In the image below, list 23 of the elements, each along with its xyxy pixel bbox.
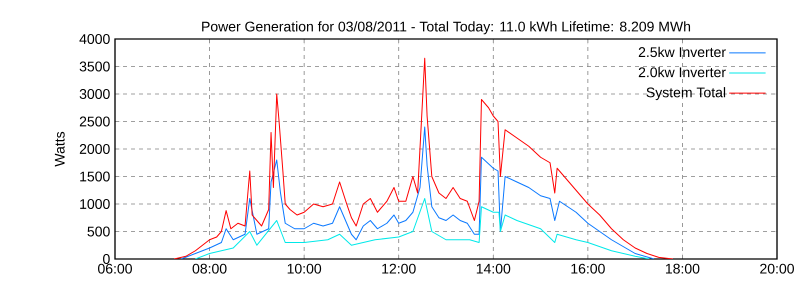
x-tick-label: 14:00 (476, 264, 510, 274)
chart-title: Power Generation for 03/08/2011 - Total Today: 11.0 kWh Lifetime: 8.209 MWh (202, 21, 690, 34)
x-tick-label: 18:00 (666, 264, 700, 274)
x-tick-label: 12:00 (382, 264, 416, 274)
y-tick-label: 500 (87, 226, 110, 236)
y-tick-label: 3000 (80, 89, 110, 99)
y-tick-label: 1500 (80, 172, 110, 182)
x-tick-label: 10:00 (288, 264, 322, 274)
x-tick-label: 20:00 (760, 264, 794, 274)
legend-label: System Total (646, 87, 726, 100)
y-tick-label: 2000 (80, 144, 110, 154)
x-tick-label: 16:00 (571, 264, 605, 274)
y-tick-label: 1000 (80, 199, 110, 209)
line-series (180, 126, 655, 259)
y-tick-label: 4000 (79, 34, 110, 44)
y-tick-label: 2500 (80, 116, 110, 126)
x-tick-label: 08:00 (192, 264, 227, 274)
x-tick-label: 06:00 (98, 264, 132, 274)
y-tick-label: 3500 (80, 62, 110, 72)
legend-label: 2.0kw Inverter (638, 66, 726, 78)
y-axis-title: Watts (54, 132, 65, 167)
y-tick-label: 0 (103, 254, 110, 264)
legend-label: 2.5kw Inverter (638, 46, 726, 58)
